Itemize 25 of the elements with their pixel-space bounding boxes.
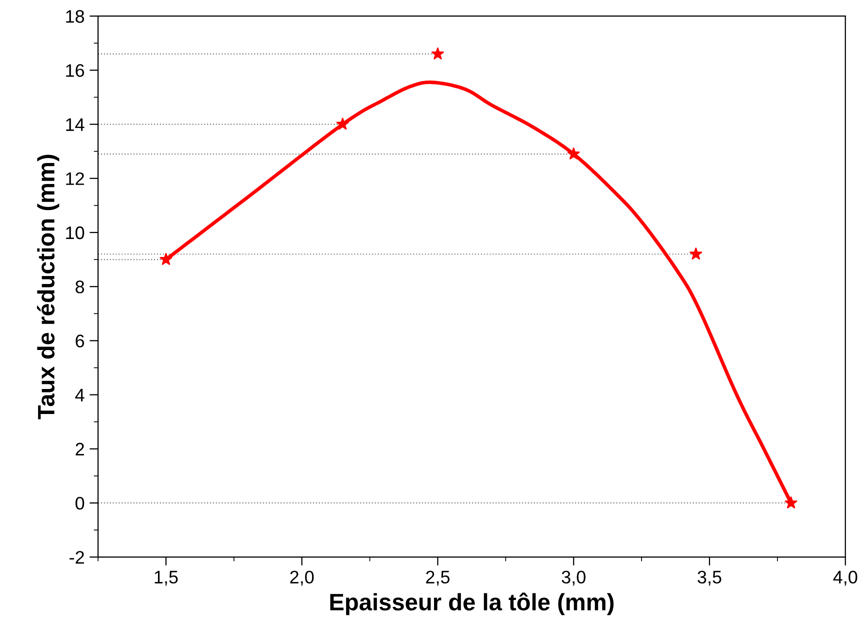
- point: [690, 248, 702, 260]
- point: [160, 253, 172, 265]
- x-tick-label: 1,5: [154, 570, 178, 586]
- point: [432, 47, 444, 60]
- y-tick-label: 8: [76, 280, 84, 294]
- y-tick-label: 2: [76, 442, 84, 456]
- y-tick-label: 4: [75, 388, 84, 402]
- y-tick-label: 14: [66, 118, 84, 131]
- point: [567, 148, 580, 160]
- x-tick-label: 2,0: [290, 570, 314, 586]
- y-tick-label: 16: [66, 64, 84, 77]
- x-tick-label: 2,5: [426, 570, 450, 586]
- x-tick-label: 4,0: [833, 570, 858, 586]
- y-tick-label: 0: [76, 496, 84, 510]
- y-tick-label: 18: [66, 10, 84, 23]
- y-tick-label: 10: [66, 226, 84, 240]
- x-tick-label: 3,0: [562, 570, 586, 586]
- point: [784, 496, 798, 508]
- x-axis-title: Epaisseur de la tôle (mm): [330, 592, 614, 616]
- point: [336, 118, 349, 130]
- y-tick-label: 12: [66, 172, 84, 185]
- y-tick-label: 6: [76, 334, 84, 348]
- x-tick-label: 3,5: [698, 570, 722, 586]
- y-axis-title: Taux de réduction (mm): [36, 154, 60, 420]
- y-tick-label: -2: [70, 550, 84, 564]
